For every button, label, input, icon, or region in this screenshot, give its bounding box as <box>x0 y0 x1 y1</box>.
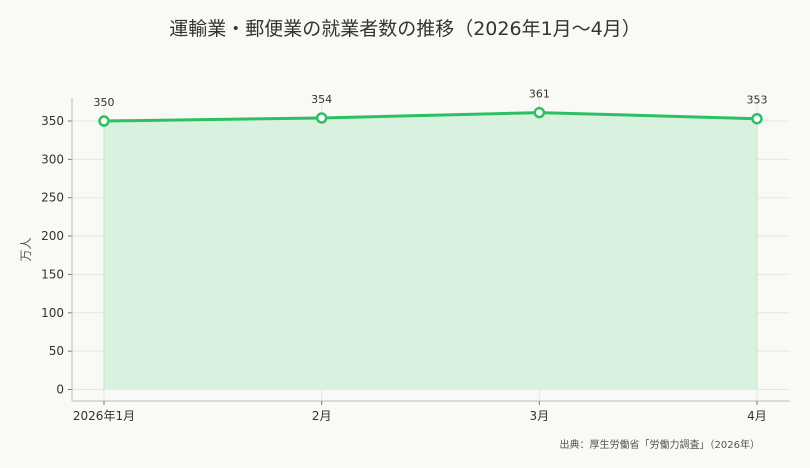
area-fill-layer <box>103 112 758 390</box>
x-tick-label: 4月 <box>747 409 767 423</box>
markers <box>98 106 763 127</box>
y-axis-label: 万人 <box>19 237 33 261</box>
data-point <box>98 115 110 127</box>
data-label: 353 <box>747 94 768 107</box>
labels: 350 354 361 353 <box>94 88 768 109</box>
y-tick-label: 150 <box>41 267 64 281</box>
x-tick-label: 2026年1月 <box>73 409 135 423</box>
x-tick-label: 2月 <box>312 409 332 423</box>
data-label: 361 <box>529 88 550 101</box>
y-tick-label: 50 <box>49 344 64 358</box>
data-point <box>315 112 328 124</box>
data-label: 350 <box>94 96 115 109</box>
data-point <box>751 112 763 125</box>
y-tick-label: 200 <box>41 229 64 243</box>
source-note: 出典：厚生労働省「労働力調査」（2026年） <box>559 440 760 451</box>
series-line <box>103 111 758 123</box>
chart-title: 運輸業・郵便業の就業者数の推移（2026年1月〜4月） <box>169 18 641 40</box>
x-tick-label: 3月 <box>530 409 550 423</box>
y-tick-label: 0 <box>56 382 64 396</box>
axes: 0 50 100 150 200 250 300 350 2026年1月 2月 3月 4月 万人 <box>19 98 790 423</box>
y-tick-label: 100 <box>41 306 64 320</box>
data-label: 354 <box>311 93 332 106</box>
y-tick-label: 250 <box>41 191 64 205</box>
area-fill <box>104 112 757 390</box>
data-point <box>533 106 546 119</box>
y-tick-label: 350 <box>41 114 64 128</box>
y-tick-label: 300 <box>41 152 64 166</box>
line-layer <box>103 111 758 123</box>
